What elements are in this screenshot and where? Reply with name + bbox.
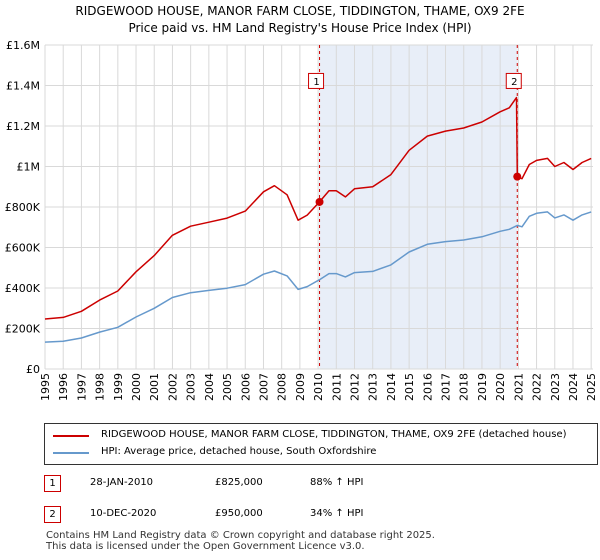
y-tick-label: £800K xyxy=(5,201,41,214)
transaction-row: 1 28-JAN-2010 £825,000 88% ↑ HPI xyxy=(0,475,600,497)
legend-label-hpi: HPI: Average price, detached house, Sout… xyxy=(101,446,377,457)
x-tick-label: 2007 xyxy=(257,373,270,401)
sale-marker-box xyxy=(308,72,325,89)
y-tick-label: £1.6M xyxy=(6,39,40,52)
footer-copyright: Contains HM Land Registry data © Crown c… xyxy=(46,530,435,541)
transaction-hpi-delta: 88% ↑ HPI xyxy=(310,477,364,488)
x-tick-label: 2013 xyxy=(367,373,380,401)
x-tick-label: 2012 xyxy=(349,373,362,401)
chart-title: RIDGEWOOD HOUSE, MANOR FARM CLOSE, TIDDI… xyxy=(75,4,525,18)
x-tick-label: 2015 xyxy=(403,373,416,401)
y-tick-label: £1M xyxy=(17,161,41,174)
x-tick-label: 2008 xyxy=(276,373,289,401)
x-tick-label: 2006 xyxy=(239,373,252,401)
transaction-badge: 1 xyxy=(44,475,61,492)
transaction-hpi-delta: 34% ↑ HPI xyxy=(310,508,364,519)
x-tick-label: 2004 xyxy=(203,373,216,401)
footer-licence: This data is licensed under the Open Gov… xyxy=(46,541,365,552)
y-tick-label: £1.4M xyxy=(6,80,40,93)
legend-label-price: RIDGEWOOD HOUSE, MANOR FARM CLOSE, TIDDI… xyxy=(101,429,567,440)
price-chart: £0 £200K £400K £600K £800K £1M £1.2M £1.4M £1.6M… xyxy=(5,39,598,401)
x-tick-label: 2024 xyxy=(567,373,580,401)
x-tick-label: 2003 xyxy=(185,373,198,401)
legend-swatch-hpi xyxy=(53,452,89,454)
sale-point xyxy=(513,172,522,181)
x-tick-label: 2017 xyxy=(440,373,453,401)
sale-marker-label: 2 xyxy=(511,77,517,88)
y-tick-label: £600K xyxy=(5,242,41,255)
transaction-date: 10-DEC-2020 xyxy=(90,508,157,519)
x-tick-label: 2011 xyxy=(330,373,343,401)
x-tick-label: 2001 xyxy=(148,373,161,401)
x-tick-label: 2023 xyxy=(549,373,562,401)
x-tick-label: 1996 xyxy=(57,373,70,401)
x-tick-label: 2005 xyxy=(221,373,234,401)
y-tick-label: £1.2M xyxy=(6,120,40,133)
x-tick-label: 2014 xyxy=(385,373,398,401)
x-tick-label: 1997 xyxy=(75,373,88,401)
x-tick-label: 2000 xyxy=(130,373,143,401)
x-tick-label: 2010 xyxy=(312,373,325,401)
sale-point xyxy=(315,197,324,206)
footer: Contains HM Land Registry data © Crown c… xyxy=(46,530,435,552)
price-series-line xyxy=(44,96,592,320)
y-tick-label: £400K xyxy=(5,282,41,295)
sale-marker-label: 1 xyxy=(313,77,319,88)
x-tick-label: 1998 xyxy=(94,373,107,401)
sale-marker-box xyxy=(505,72,522,89)
x-tick-label: 2025 xyxy=(585,373,598,401)
x-tick-label: 2018 xyxy=(458,373,471,401)
x-tick-label: 1999 xyxy=(112,373,125,401)
hpi-series-line xyxy=(44,211,592,343)
x-tick-label: 2002 xyxy=(166,373,179,401)
x-tick-label: 1995 xyxy=(39,373,52,401)
transaction-row: 2 10-DEC-2020 £950,000 34% ↑ HPI xyxy=(0,506,600,528)
legend: RIDGEWOOD HOUSE, MANOR FARM CLOSE, TIDDI… xyxy=(44,423,598,465)
transaction-price: £825,000 xyxy=(215,477,263,488)
y-tick-label: £0 xyxy=(26,363,40,376)
x-tick-label: 2019 xyxy=(476,373,489,401)
transaction-price: £950,000 xyxy=(215,508,263,519)
x-tick-label: 2009 xyxy=(294,373,307,401)
x-tick-label: 2021 xyxy=(512,373,525,401)
x-tick-label: 2022 xyxy=(531,373,544,401)
x-tick-label: 2016 xyxy=(421,373,434,401)
chart-subtitle: Price paid vs. HM Land Registry's House … xyxy=(128,21,472,35)
x-tick-label: 2020 xyxy=(494,373,507,401)
transaction-date: 28-JAN-2010 xyxy=(90,477,154,488)
y-tick-label: £200K xyxy=(5,323,41,336)
legend-swatch-price xyxy=(53,435,89,437)
transaction-badge: 2 xyxy=(44,506,61,523)
